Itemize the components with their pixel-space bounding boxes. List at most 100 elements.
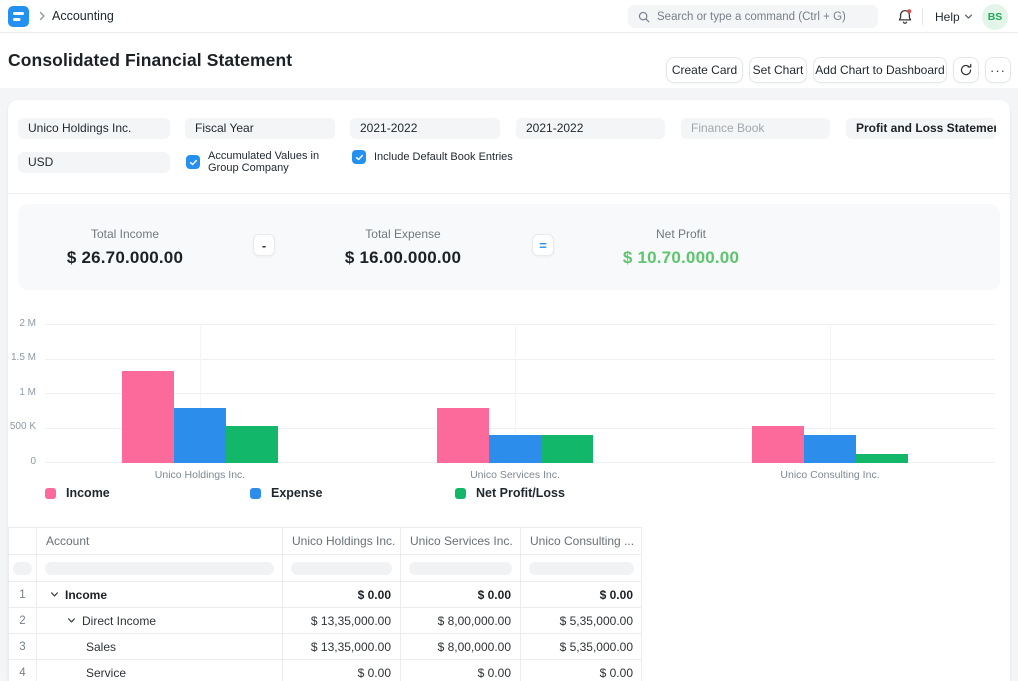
navbar: Accounting Help BS — [0, 0, 1018, 33]
row-number-filter-input[interactable] — [13, 561, 32, 575]
bar-expense-unico-services-inc-[interactable] — [489, 435, 541, 463]
avatar[interactable]: BS — [982, 4, 1008, 30]
equals-operator: = — [532, 234, 554, 256]
holdings-filter-input[interactable] — [291, 561, 392, 575]
account-cell[interactable]: Service — [37, 660, 283, 681]
account-column-header[interactable]: Account — [37, 528, 283, 554]
total-expense-value: $ 16.00.000.00 — [344, 248, 462, 267]
notification-bell-icon[interactable] — [896, 8, 914, 26]
accumulated-values-checkbox[interactable]: Accumulated Values in Group Company — [186, 150, 336, 174]
value-cell: $ 5,35,000.00 — [559, 639, 633, 654]
navbar-divider — [922, 8, 923, 25]
add-chart-to-dashboard-button[interactable]: Add Chart to Dashboard — [813, 57, 947, 83]
collapse-chevron-icon[interactable] — [67, 616, 76, 625]
table-header-row: Account Unico Holdings Inc. Unico Servic… — [9, 528, 641, 555]
checkbox-checked-icon — [352, 150, 366, 164]
bar-net-profit-loss-unico-holdings-inc-[interactable] — [226, 426, 278, 463]
help-label: Help — [935, 9, 960, 24]
value-cell: $ 0.00 — [401, 582, 521, 607]
services-column-header[interactable]: Unico Services Inc. — [401, 528, 521, 554]
bar-income-unico-consulting-inc-[interactable] — [752, 426, 804, 463]
table-row: 1 Income $ 0.00 $ 0.00 $ 0.00 — [9, 582, 641, 608]
page-title: Consolidated Financial Statement — [8, 50, 293, 70]
x-axis-label: Unico Consulting Inc. — [780, 469, 880, 481]
refresh-button[interactable] — [953, 57, 979, 83]
create-card-button[interactable]: Create Card — [666, 57, 743, 83]
finance-book-filter[interactable]: Finance Book — [681, 118, 830, 139]
x-axis-label: Unico Services Inc. — [470, 469, 560, 481]
app-logo-icon[interactable] — [8, 6, 29, 27]
period-filter[interactable]: Fiscal Year — [185, 118, 335, 139]
bar-income-unico-services-inc-[interactable] — [437, 408, 489, 463]
account-name: Service — [86, 665, 127, 680]
bar-expense-unico-holdings-inc-[interactable] — [174, 408, 226, 463]
checkbox-checked-icon — [186, 155, 200, 169]
net-profit-value: $ 10.70.000.00 — [622, 248, 740, 267]
value-cell: $ 0.00 — [283, 582, 401, 607]
bar-income-unico-holdings-inc-[interactable] — [122, 371, 174, 463]
value-cell: $ 0.00 — [599, 665, 633, 680]
bar-chart: 2 M 1.5 M 1 M 500 K 0 Unico Holdings Inc… — [8, 310, 1010, 515]
search-bar[interactable] — [628, 5, 878, 28]
help-menu[interactable]: Help — [935, 0, 973, 33]
account-name: Sales — [86, 639, 117, 654]
report-type-filter[interactable]: Profit and Loss Statement — [846, 118, 996, 139]
account-cell[interactable]: Direct Income — [37, 608, 283, 633]
services-filter-input[interactable] — [409, 561, 512, 575]
y-axis-tick: 1.5 M — [10, 352, 36, 363]
net-profit-label: Net Profit — [655, 227, 706, 241]
total-income-label: Total Income — [90, 227, 160, 241]
table-row: 2 Direct Income $ 13,35,000.00 $ 8,00,00… — [9, 608, 641, 634]
breadcrumb[interactable]: Accounting — [52, 9, 114, 23]
value-cell: $ 0.00 — [401, 660, 521, 681]
legend-label: Expense — [271, 486, 323, 500]
value-cell: $ 8,00,000.00 — [401, 634, 521, 659]
account-filter-input[interactable] — [45, 561, 274, 575]
category-gridline — [515, 324, 516, 463]
set-chart-button[interactable]: Set Chart — [749, 57, 807, 83]
account-name: Direct Income — [82, 613, 157, 628]
collapse-chevron-icon[interactable] — [50, 590, 59, 599]
consulting-filter-input[interactable] — [529, 561, 634, 575]
row-number-header — [9, 528, 37, 554]
x-axis-label: Unico Holdings Inc. — [154, 469, 246, 481]
row-number: 2 — [9, 608, 37, 633]
y-axis-tick: 500 K — [9, 421, 36, 432]
breadcrumb-chevron-icon — [39, 11, 45, 21]
chevron-down-icon — [964, 14, 972, 19]
row-number: 4 — [9, 660, 37, 681]
net-profit-card: Net Profit $ 10.70.000.00 — [581, 227, 781, 268]
include-default-books-label: Include Default Book Entries — [374, 151, 513, 163]
legend-item-expense[interactable]: Expense — [250, 486, 322, 500]
bar-net-profit-loss-unico-consulting-inc-[interactable] — [856, 454, 908, 463]
menu-button[interactable]: ··· — [985, 57, 1011, 83]
company-filter[interactable]: Unico Holdings Inc. — [18, 118, 170, 139]
account-cell[interactable]: Income — [37, 582, 283, 607]
notification-dot — [907, 9, 912, 14]
value-cell: $ 8,00,000.00 — [401, 608, 521, 633]
summary-band: Total Income $ 26.70.000.00 - Total Expe… — [18, 204, 1000, 290]
legend-item-net-profit[interactable]: Net Profit/Loss — [455, 486, 565, 500]
legend-item-income[interactable]: Income — [45, 486, 110, 500]
bar-net-profit-loss-unico-services-inc-[interactable] — [541, 435, 593, 463]
total-expense-card: Total Expense $ 16.00.000.00 — [303, 227, 503, 268]
value-cell: $ 13,35,000.00 — [283, 608, 401, 633]
consulting-column-header[interactable]: Unico Consulting ... — [530, 534, 635, 548]
y-axis-tick: 1 M — [19, 387, 36, 398]
bar-expense-unico-consulting-inc-[interactable] — [804, 435, 856, 463]
erpnext-logo-glyph — [13, 12, 24, 21]
accumulated-values-label: Accumulated Values in Group Company — [208, 150, 320, 174]
to-fiscal-year-filter[interactable]: 2021-2022 — [516, 118, 665, 139]
include-default-books-checkbox[interactable]: Include Default Book Entries — [352, 150, 513, 164]
from-fiscal-year-filter[interactable]: 2021-2022 — [350, 118, 500, 139]
category-gridline — [200, 324, 201, 463]
currency-filter[interactable]: USD — [18, 152, 170, 173]
holdings-column-header[interactable]: Unico Holdings Inc. — [283, 528, 401, 554]
account-cell[interactable]: Sales — [37, 634, 283, 659]
minus-operator: - — [253, 234, 275, 256]
gridline — [45, 358, 995, 360]
search-input[interactable] — [657, 10, 867, 23]
value-cell: $ 13,35,000.00 — [283, 634, 401, 659]
report-table: Account Unico Holdings Inc. Unico Servic… — [8, 527, 642, 681]
value-cell: $ 5,35,000.00 — [559, 613, 633, 628]
